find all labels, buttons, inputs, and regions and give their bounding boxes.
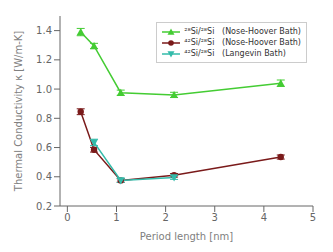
svg-text:0: 0 [64, 212, 70, 223]
svg-text:5: 5 [310, 212, 316, 223]
svg-text:1.0: 1.0 [36, 84, 52, 95]
svg-text:3: 3 [212, 212, 218, 223]
svg-text:Thermal Conductivity κ [W/m-K]: Thermal Conductivity κ [W/m-K] [13, 31, 24, 193]
html-text:⁴²Si/²⁸Si (Nose-Hoover Bath): ⁴²Si/²⁸Si (Nose-Hoover Bath) [184, 38, 301, 47]
svg-text:1: 1 [113, 212, 119, 223]
svg-text:4: 4 [261, 212, 267, 223]
svg-text:2: 2 [162, 212, 168, 223]
svg-text:Period length [nm]: Period length [nm] [140, 231, 233, 242]
svg-text:0.2: 0.2 [36, 201, 52, 212]
html-text:²⁸Si/²⁸Si (Nose-Hoover Bath): ²⁸Si/²⁸Si (Nose-Hoover Bath) [184, 27, 301, 36]
svg-text:0.6: 0.6 [36, 142, 52, 153]
svg-text:1.2: 1.2 [36, 54, 52, 65]
svg-text:0.8: 0.8 [36, 113, 52, 124]
svg-text:0.4: 0.4 [36, 171, 52, 182]
svg-text:1.4: 1.4 [36, 25, 52, 36]
html-text:⁴²Si/²⁸Si (Langevin Bath): ⁴²Si/²⁸Si (Langevin Bath) [184, 49, 286, 58]
